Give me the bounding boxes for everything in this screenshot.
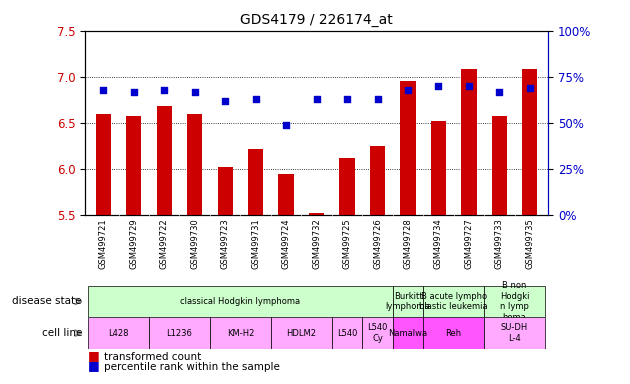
Text: Burkitt
lymphoma: Burkitt lymphoma — [386, 292, 430, 311]
Bar — [248, 149, 263, 215]
Text: cell line: cell line — [42, 328, 82, 338]
Bar — [362, 317, 392, 349]
Text: GSM499730: GSM499730 — [190, 218, 199, 269]
Point — [311, 96, 321, 102]
Point — [98, 87, 108, 93]
Bar — [332, 317, 362, 349]
Bar — [484, 317, 545, 349]
Point — [433, 83, 444, 89]
Bar — [392, 286, 423, 317]
Bar — [126, 116, 141, 215]
Bar — [210, 317, 271, 349]
Bar — [309, 213, 324, 215]
Text: GSM499732: GSM499732 — [312, 218, 321, 269]
Bar — [96, 114, 111, 215]
Bar — [423, 317, 484, 349]
Bar — [340, 158, 355, 215]
Text: GSM499728: GSM499728 — [403, 218, 413, 269]
Point — [159, 87, 169, 93]
Text: Reh: Reh — [445, 329, 462, 338]
Bar — [400, 81, 416, 215]
Text: GSM499722: GSM499722 — [160, 218, 169, 269]
Bar — [271, 317, 332, 349]
Text: L540: L540 — [337, 329, 357, 338]
Bar — [522, 70, 537, 215]
Point — [281, 122, 291, 128]
Bar — [461, 70, 476, 215]
Bar — [492, 116, 507, 215]
Bar — [149, 317, 210, 349]
Text: transformed count: transformed count — [104, 352, 201, 362]
Bar — [431, 121, 446, 215]
Text: SU-DH
L-4: SU-DH L-4 — [501, 323, 528, 343]
Text: GSM499731: GSM499731 — [251, 218, 260, 269]
Text: GSM499727: GSM499727 — [464, 218, 473, 269]
Text: percentile rank within the sample: percentile rank within the sample — [104, 362, 280, 372]
Point — [220, 98, 230, 104]
Point — [495, 88, 505, 94]
Text: L540
Cy: L540 Cy — [367, 323, 387, 343]
Text: B non
Hodgki
n lymp
homa: B non Hodgki n lymp homa — [500, 281, 529, 321]
Point — [251, 96, 261, 102]
Text: GSM499734: GSM499734 — [434, 218, 443, 269]
Bar — [278, 174, 294, 215]
Point — [372, 96, 382, 102]
Text: L1236: L1236 — [166, 329, 192, 338]
Bar — [88, 286, 392, 317]
Text: GSM499733: GSM499733 — [495, 218, 504, 270]
Point — [403, 87, 413, 93]
Text: GSM499729: GSM499729 — [129, 218, 139, 269]
Bar — [484, 286, 545, 317]
Point — [342, 96, 352, 102]
Text: GSM499724: GSM499724 — [282, 218, 290, 269]
Text: B acute lympho
blastic leukemia: B acute lympho blastic leukemia — [420, 292, 488, 311]
Bar — [370, 146, 385, 215]
Point — [525, 85, 535, 91]
Bar — [392, 317, 423, 349]
Text: GSM499721: GSM499721 — [99, 218, 108, 269]
Bar — [88, 317, 149, 349]
Text: GSM499735: GSM499735 — [525, 218, 534, 269]
Text: ■: ■ — [88, 349, 100, 362]
Text: disease state: disease state — [13, 296, 82, 306]
Text: ■: ■ — [88, 359, 100, 372]
Text: KM-H2: KM-H2 — [227, 329, 254, 338]
Text: GSM499726: GSM499726 — [373, 218, 382, 269]
Bar — [157, 106, 172, 215]
Text: L428: L428 — [108, 329, 129, 338]
Point — [129, 88, 139, 94]
Bar — [423, 286, 484, 317]
Text: GSM499723: GSM499723 — [220, 218, 230, 269]
Text: classical Hodgkin lymphoma: classical Hodgkin lymphoma — [180, 297, 301, 306]
Point — [464, 83, 474, 89]
Bar — [217, 167, 233, 215]
Text: Namalwa: Namalwa — [389, 329, 428, 338]
Title: GDS4179 / 226174_at: GDS4179 / 226174_at — [240, 13, 393, 27]
Text: HDLM2: HDLM2 — [287, 329, 316, 338]
Point — [190, 88, 200, 94]
Text: GSM499725: GSM499725 — [343, 218, 352, 269]
Bar — [187, 114, 202, 215]
